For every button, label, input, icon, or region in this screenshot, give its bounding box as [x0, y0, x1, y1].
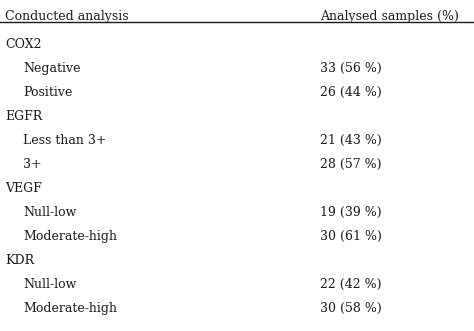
Text: EGFR: EGFR: [5, 110, 42, 123]
Text: Positive: Positive: [23, 86, 73, 99]
Text: VEGF: VEGF: [5, 182, 42, 195]
Text: Analysed samples (%): Analysed samples (%): [320, 10, 459, 23]
Text: 19 (39 %): 19 (39 %): [320, 206, 382, 219]
Text: 33 (56 %): 33 (56 %): [320, 62, 382, 75]
Text: Moderate-high: Moderate-high: [23, 302, 117, 315]
Text: Conducted analysis: Conducted analysis: [5, 10, 128, 23]
Text: KDR: KDR: [5, 254, 34, 267]
Text: Negative: Negative: [23, 62, 81, 75]
Text: Null-low: Null-low: [23, 278, 76, 291]
Text: 30 (61 %): 30 (61 %): [320, 230, 382, 243]
Text: 22 (42 %): 22 (42 %): [320, 278, 382, 291]
Text: COX2: COX2: [5, 38, 42, 51]
Text: Less than 3+: Less than 3+: [23, 134, 107, 147]
Text: 3+: 3+: [23, 158, 42, 171]
Text: 28 (57 %): 28 (57 %): [320, 158, 382, 171]
Text: 21 (43 %): 21 (43 %): [320, 134, 382, 147]
Text: Moderate-high: Moderate-high: [23, 230, 117, 243]
Text: 26 (44 %): 26 (44 %): [320, 86, 382, 99]
Text: 30 (58 %): 30 (58 %): [320, 302, 382, 315]
Text: Null-low: Null-low: [23, 206, 76, 219]
